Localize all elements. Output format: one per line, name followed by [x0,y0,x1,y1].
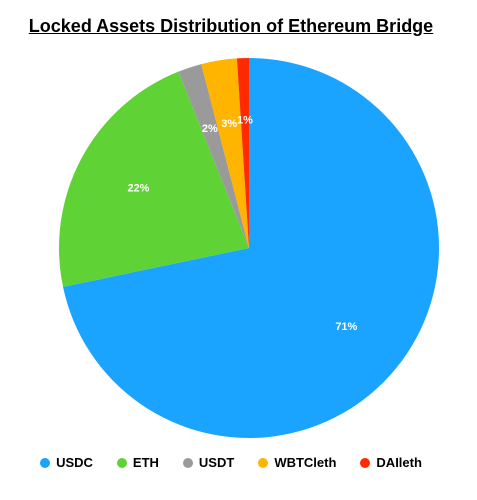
legend-label: ETH [132,455,159,470]
slice-label-wbtcleth: 3% [221,118,237,130]
pie-slice-eth [58,71,250,287]
legend-item-usdc: USDC [40,455,93,470]
legend-label: WBTCleth [274,455,337,470]
slice-label-usdt: 2% [202,123,218,135]
chart-title: Locked Assets Distribution of Ethereum B… [28,16,434,36]
legend-item-eth: ETH [116,455,159,470]
slice-label-usdc: 71% [335,321,357,333]
chart-legend: USDC ETH USDT WBTCleth DAIleth [0,455,462,470]
legend-swatch [182,457,193,468]
pie-slice-daileth [236,58,249,248]
pie-slice-usdt [178,64,249,248]
pie-slice-usdc [63,58,440,439]
slice-label-daileth: 1% [237,115,253,127]
legend-label: USDT [198,455,235,470]
legend-swatch [40,457,51,468]
slice-label-eth: 22% [127,183,149,195]
legend-item-wbtcleth: WBTCleth [258,455,336,470]
legend-item-usdt: USDT [182,455,235,470]
legend-swatch [258,457,269,468]
legend-swatch [360,457,371,468]
legend-item-daileth: DAIleth [360,455,422,470]
legend-swatch [116,457,127,468]
legend-label: USDC [56,455,93,470]
legend-label: DAIleth [376,455,422,470]
pie-slice-wbtcleth [201,58,249,248]
